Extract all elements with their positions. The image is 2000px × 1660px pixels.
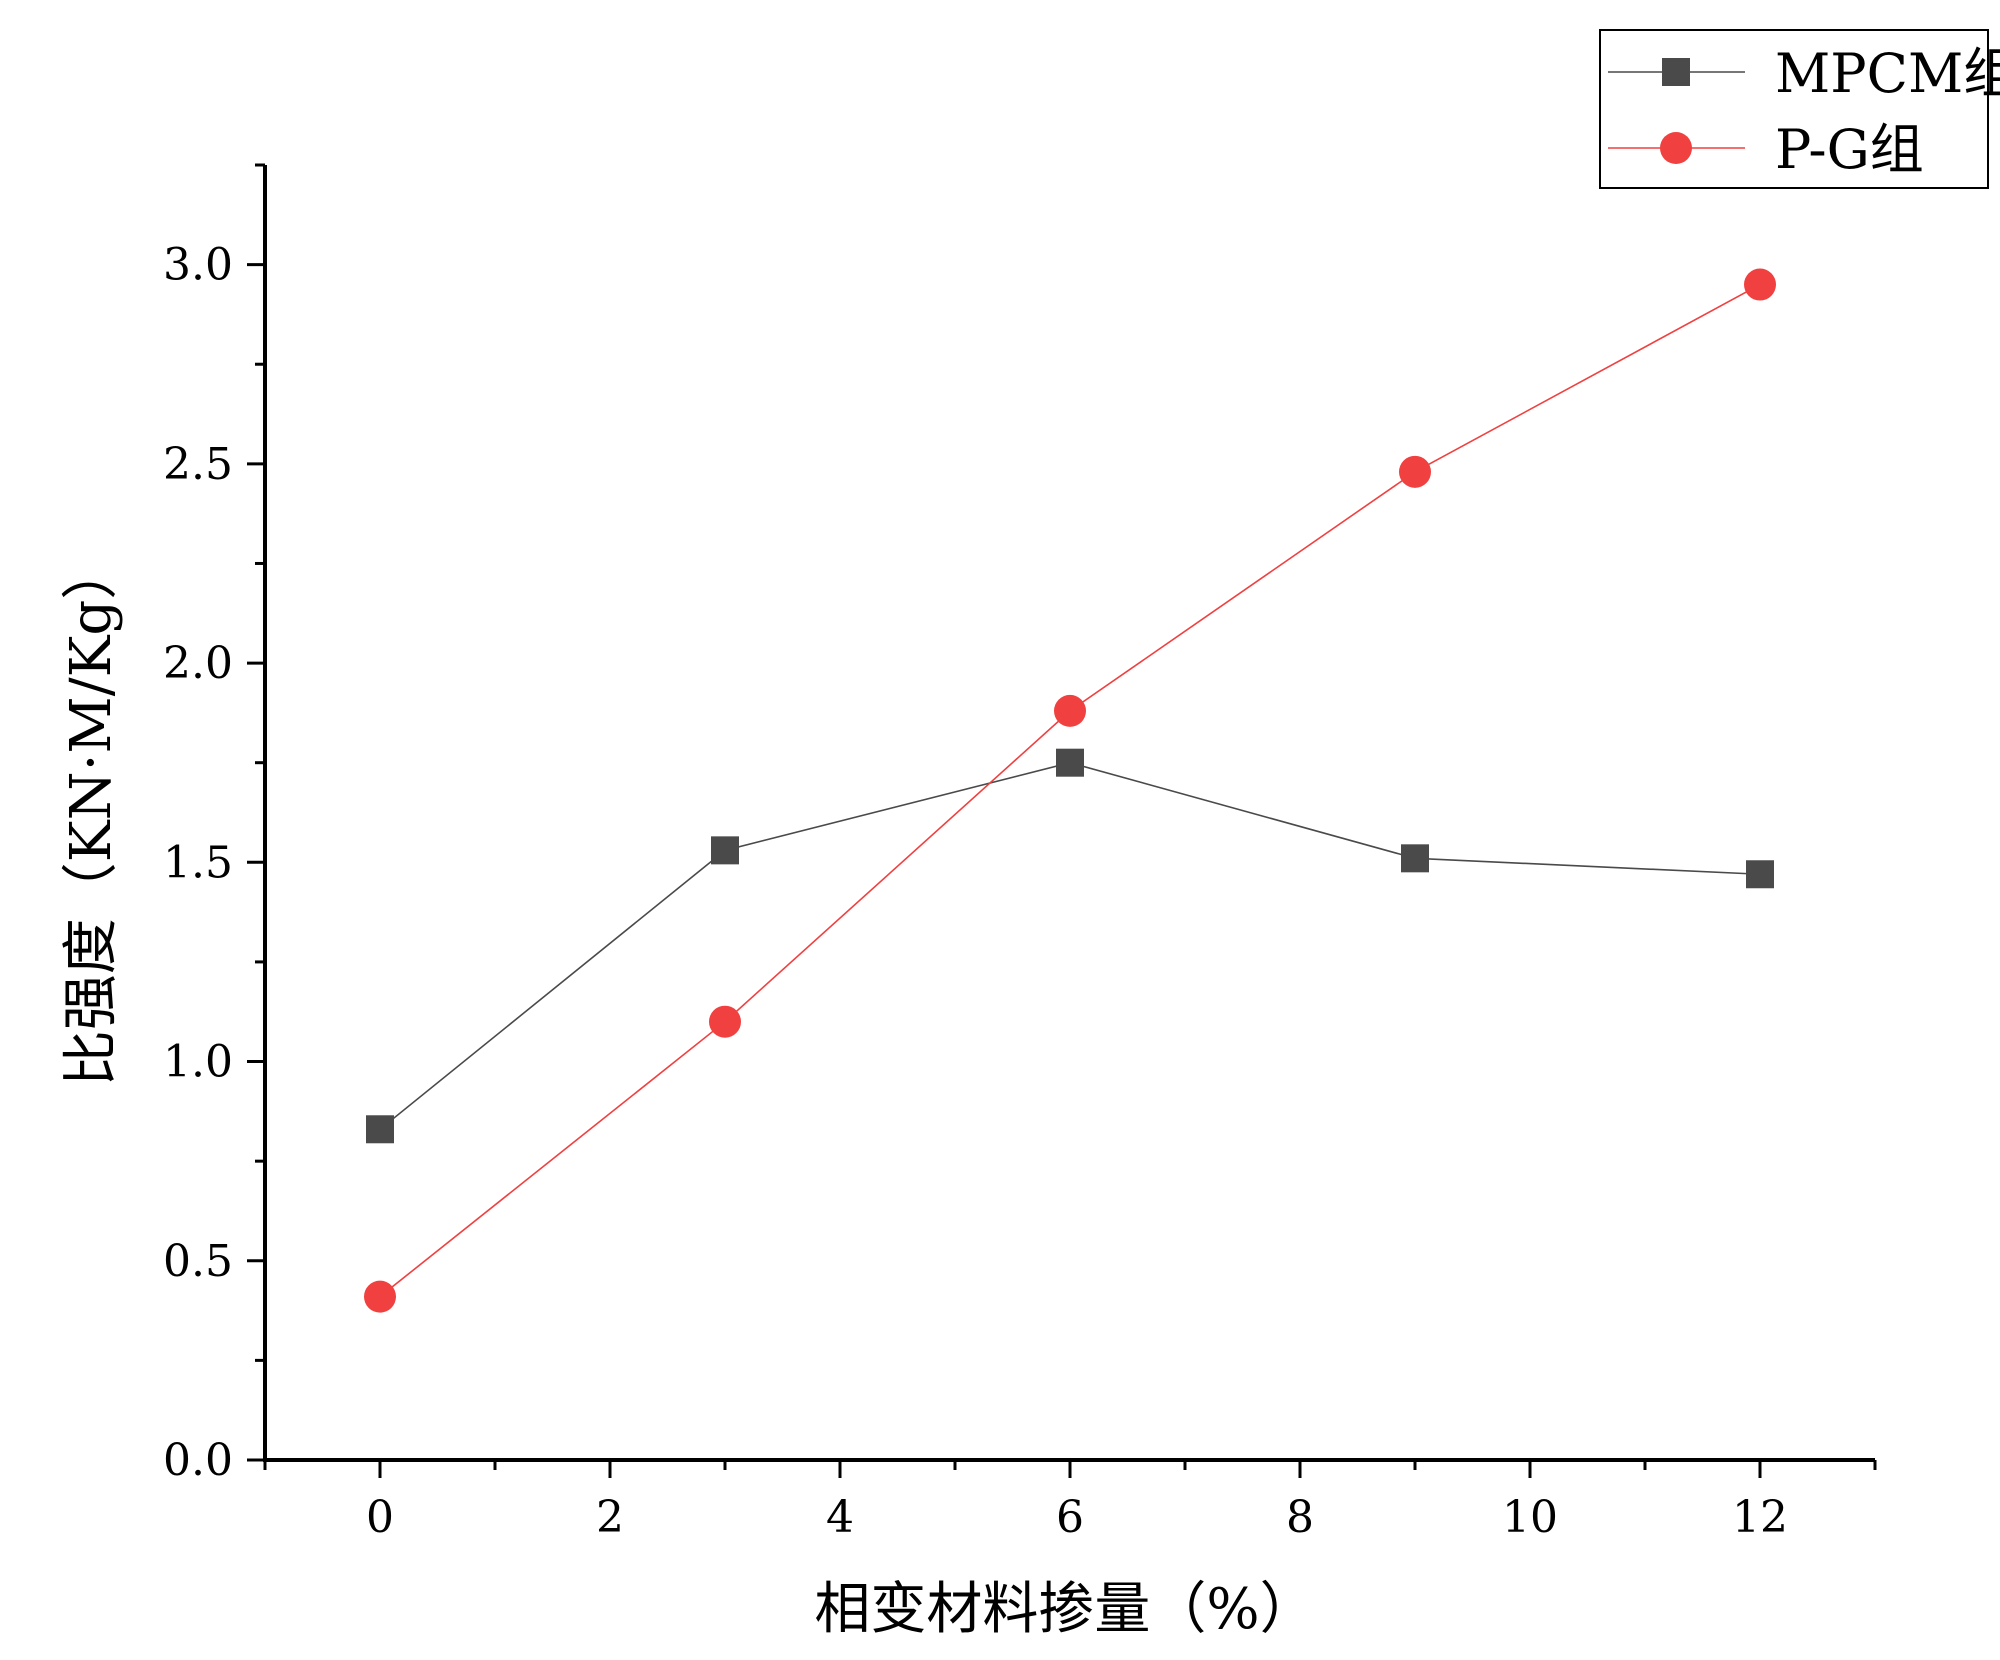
x-axis-ticks: 0 2 4 6 8 10 12 [263, 1460, 1877, 1543]
legend: MPCM组 P-G组 [1599, 29, 2000, 189]
x-tick-label: 2 [596, 1492, 624, 1543]
data-point [366, 1115, 394, 1144]
data-point [1746, 860, 1774, 889]
x-tick-label: 6 [1056, 1492, 1084, 1543]
x-tick-label: 10 [1502, 1492, 1558, 1543]
y-tick-label: 0.5 [163, 1236, 233, 1287]
series-1 [366, 748, 1774, 1144]
series-line [379, 761, 1761, 1130]
legend-label: MPCM组 [1775, 42, 2000, 105]
data-point [1054, 694, 1086, 727]
series-line [379, 283, 1761, 1298]
data-point [1744, 268, 1776, 301]
x-tick-label: 0 [366, 1492, 394, 1543]
data-point [364, 1280, 396, 1313]
y-tick-label: 0.0 [163, 1435, 233, 1486]
axes [263, 165, 1875, 1462]
y-axis-label: 比强度（KN·M/Kg） [59, 544, 124, 1087]
legend-label: P-G组 [1775, 118, 1924, 181]
y-tick-label: 2.5 [163, 439, 233, 490]
y-tick-label: 2.0 [163, 638, 233, 689]
y-tick-label: 3.0 [163, 240, 233, 291]
y-tick-label: 1.0 [163, 1037, 233, 1088]
x-axis-label: 相变材料掺量（%） [814, 1577, 1315, 1642]
legend-marker [1660, 132, 1692, 164]
y-axis-ticks: 0.0 0.5 1.0 1.5 2.0 2.5 3.0 [163, 163, 265, 1486]
series-layer [364, 268, 1776, 1313]
x-tick-label: 4 [826, 1492, 854, 1543]
legend-box [1599, 29, 1989, 189]
data-point [1056, 748, 1084, 777]
data-point [1399, 455, 1431, 488]
x-tick-label: 12 [1732, 1492, 1788, 1543]
y-tick-label: 1.5 [163, 837, 233, 888]
data-point [711, 836, 739, 865]
x-tick-label: 8 [1286, 1492, 1314, 1543]
series-2 [364, 268, 1776, 1313]
data-point [709, 1005, 741, 1038]
legend-marker [1662, 58, 1690, 86]
data-point [1401, 844, 1429, 873]
